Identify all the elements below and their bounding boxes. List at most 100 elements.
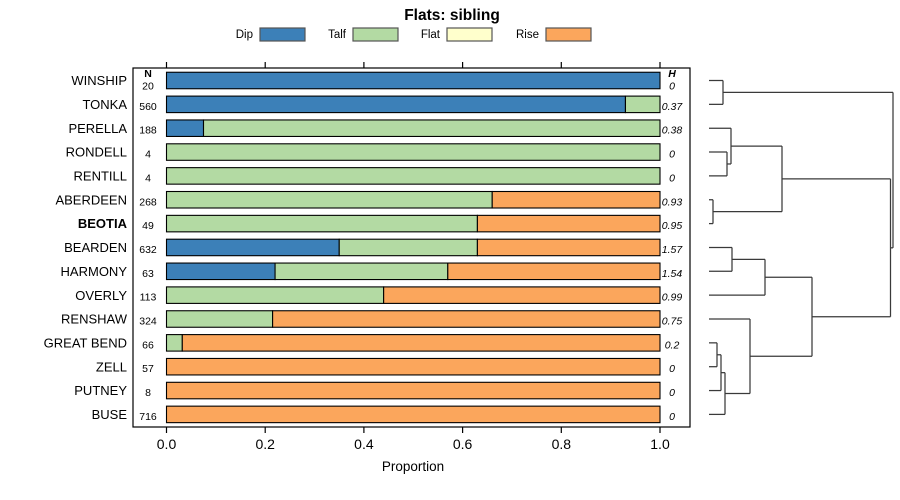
bar-segment-talf <box>202 119 661 137</box>
bar-row <box>165 71 661 90</box>
x-tick-label: 0.2 <box>255 436 275 452</box>
bar-segment-talf <box>338 238 478 257</box>
row-label: ABERDEEN <box>55 192 127 207</box>
bar-segment-rise <box>476 214 661 233</box>
bar-segment-rise <box>476 238 661 257</box>
bar-segment-talf <box>165 167 661 185</box>
x-tick-label: 0.4 <box>354 436 374 452</box>
row-label: TONKA <box>82 97 127 112</box>
n-value: 716 <box>139 411 157 423</box>
h-value: 0 <box>669 411 675 423</box>
legend-label: Dip <box>236 29 253 41</box>
bar-segment-talf <box>165 334 183 352</box>
bar-segment-rise <box>447 262 661 281</box>
row-label: PUTNEY <box>74 383 127 398</box>
bar-segment-rise <box>383 286 661 304</box>
n-value: 57 <box>142 363 154 375</box>
chart-title: Flats: sibling <box>404 7 500 24</box>
bar-segment-rise <box>165 405 661 424</box>
n-value: 63 <box>142 268 154 280</box>
n-value: 8 <box>145 387 151 399</box>
row-label: GREAT BEND <box>44 335 127 350</box>
legend-swatch-flat <box>446 27 493 42</box>
bar-segment-rise <box>272 310 661 328</box>
dendrogram <box>709 79 894 416</box>
bar-row <box>165 214 661 233</box>
h-value: 0 <box>669 149 675 161</box>
legend-swatch-rise <box>545 27 592 42</box>
bar-row <box>165 262 661 281</box>
h-value: 0.75 <box>662 316 683 328</box>
bar-segment-talf <box>165 190 493 209</box>
h-value: 0.93 <box>662 196 683 208</box>
plot-frame <box>132 67 691 428</box>
x-tick-label: 1.0 <box>650 436 670 452</box>
bar-row <box>165 310 661 328</box>
bar-row <box>165 167 661 185</box>
bar-row <box>165 95 661 114</box>
bar-segment-rise <box>491 190 661 209</box>
row-label: HARMONY <box>61 264 128 279</box>
bar-row <box>165 405 661 424</box>
legend-swatch-dip <box>259 27 306 42</box>
legend-label: Rise <box>516 29 539 41</box>
bar-segment-rise <box>181 334 661 352</box>
bar-segment-dip <box>165 238 340 257</box>
bar-row <box>165 334 661 352</box>
bar-segment-talf <box>165 214 478 233</box>
bar-segment-talf <box>165 286 385 304</box>
bar-segment-talf <box>165 143 661 161</box>
bar-row <box>165 190 661 209</box>
row-label: RENTILL <box>74 169 127 184</box>
h-column-header: H <box>668 68 676 80</box>
n-value: 20 <box>142 81 154 93</box>
n-value: 632 <box>139 244 157 256</box>
bars <box>165 71 661 424</box>
n-column-header: N <box>144 68 152 80</box>
h-value: 0 <box>669 387 675 399</box>
bar-row <box>165 381 661 400</box>
n-value: 324 <box>139 316 157 328</box>
row-label: ZELL <box>96 359 127 374</box>
h-value: 0.37 <box>662 101 684 113</box>
h-value: 0.2 <box>665 339 680 351</box>
legend: Dip Talf Flat Rise <box>236 27 592 42</box>
x-axis-title: Proportion <box>382 459 444 474</box>
n-value: 113 <box>140 292 157 304</box>
h-value: 0.99 <box>662 292 683 304</box>
bar-row <box>165 238 661 257</box>
bar-segment-talf <box>165 310 274 328</box>
bar-segment-dip <box>165 71 661 90</box>
h-value: 1.54 <box>662 268 683 280</box>
row-label: WINSHIP <box>71 73 127 88</box>
bar-row <box>165 286 661 304</box>
bar-row <box>165 357 661 376</box>
x-tick-label: 0.0 <box>157 436 177 452</box>
n-value: 66 <box>142 339 154 351</box>
bar-segment-dip <box>165 262 276 281</box>
bar-segment-talf <box>624 95 661 114</box>
row-label: BUSE <box>92 407 128 422</box>
row-label: PERELLA <box>68 121 127 136</box>
bar-row <box>165 119 661 137</box>
row-label: BEARDEN <box>64 240 127 255</box>
x-axis: 0.0 0.2 0.4 0.6 0.8 1.0 <box>157 62 670 452</box>
row-label: RENSHAW <box>61 312 128 327</box>
h-value: 0 <box>669 172 675 184</box>
h-value: 0.38 <box>662 125 683 137</box>
h-value: 0.95 <box>662 220 683 232</box>
n-value: 188 <box>139 125 157 137</box>
bar-segment-dip <box>165 119 205 137</box>
row-label: OVERLY <box>75 288 127 303</box>
legend-swatch-talf <box>352 27 399 42</box>
bar-row <box>165 143 661 161</box>
bar-segment-talf <box>274 262 449 281</box>
n-value: 268 <box>139 196 157 208</box>
h-value: 1.57 <box>662 244 684 256</box>
legend-label: Flat <box>421 29 441 41</box>
bar-segment-rise <box>165 357 661 376</box>
bar-segment-dip <box>165 95 627 114</box>
row-label: BEOTIA <box>78 216 128 231</box>
